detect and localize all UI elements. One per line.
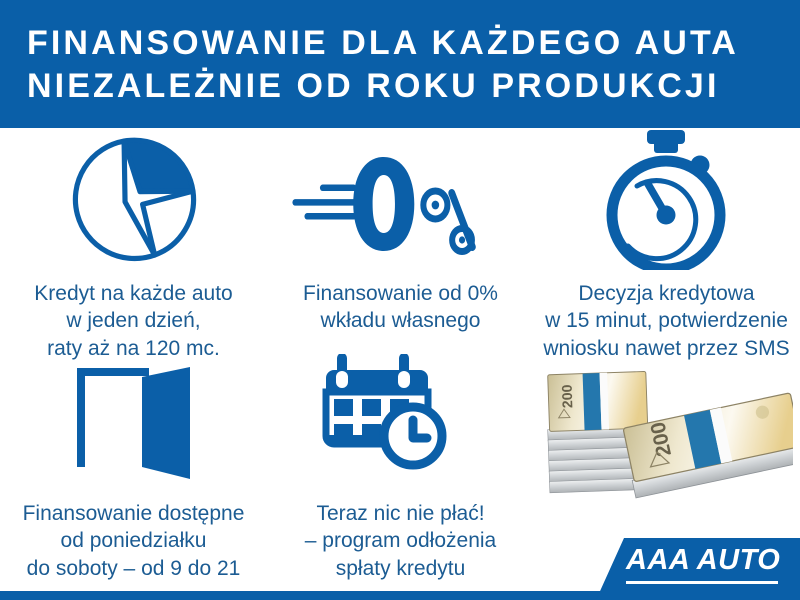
- svg-text:200: 200: [559, 384, 576, 408]
